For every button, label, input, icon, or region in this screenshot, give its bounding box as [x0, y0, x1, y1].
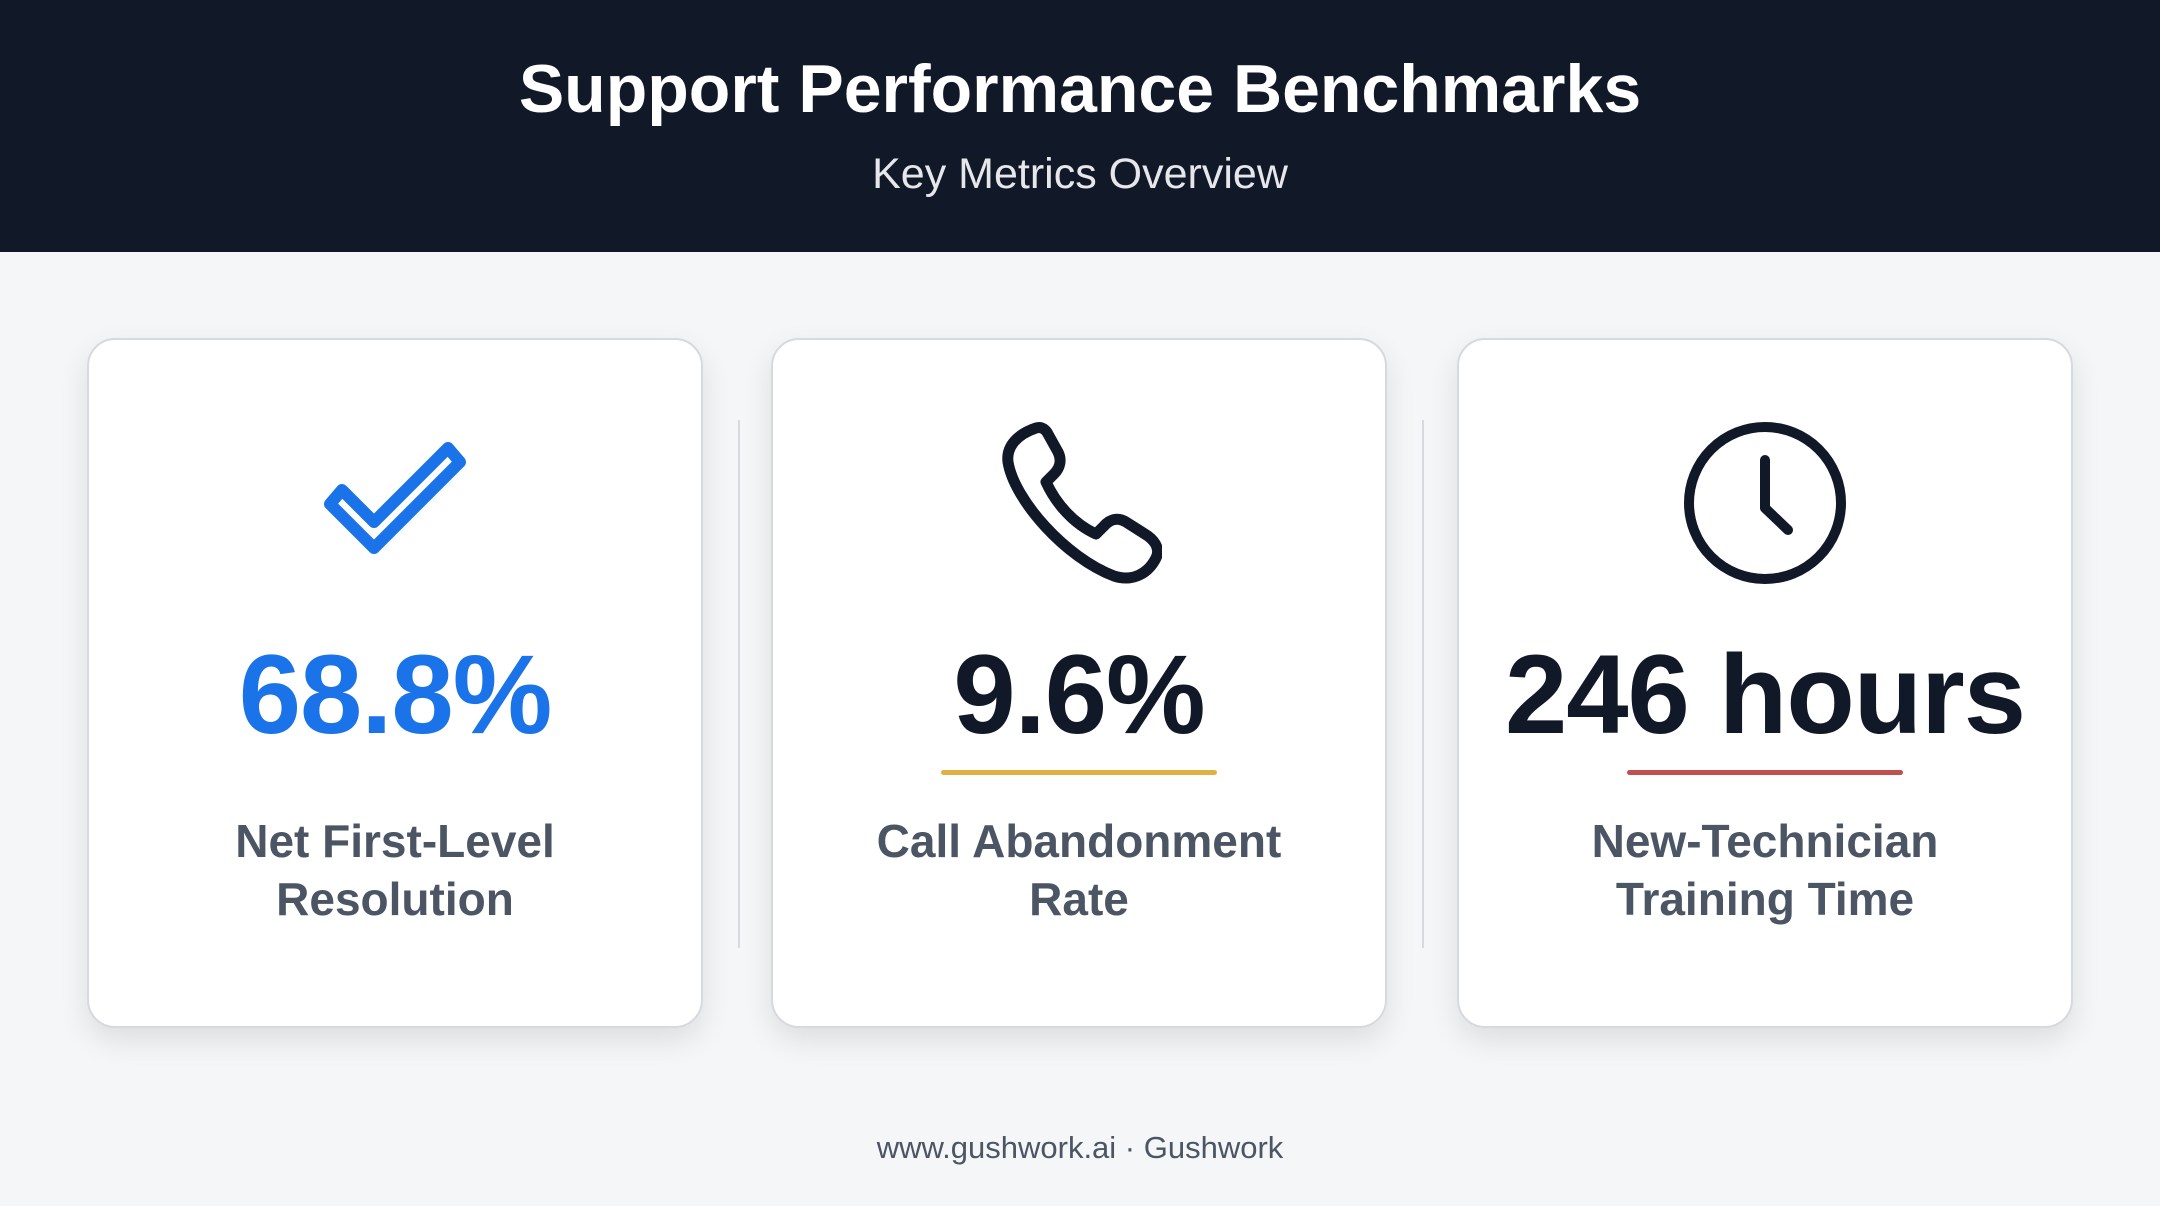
metric-value: 9.6%	[953, 632, 1205, 757]
metric-label: Net First-Level Resolution	[235, 815, 555, 925]
header: Support Performance Benchmarks Key Metri…	[0, 0, 2160, 252]
divider	[738, 420, 740, 948]
metric-card: 246 hours New-Technician Training Time	[1457, 338, 2073, 1028]
icon	[1684, 422, 1846, 584]
subtitle: Key Metrics Overview	[872, 150, 1288, 198]
accent-line	[941, 770, 1217, 775]
icon	[1002, 422, 1162, 584]
title: Support Performance Benchmarks	[518, 51, 1642, 127]
metric-value: 68.8%	[238, 632, 553, 757]
icon	[324, 442, 466, 554]
metric-label: Call Abandonment Rate	[876, 815, 1282, 925]
accent-line	[1627, 770, 1903, 775]
divider	[1422, 420, 1424, 948]
metric-card: 68.8% Net First-Level Resolution	[87, 338, 703, 1028]
footer: www.gushwork.ai · Gushwork	[876, 1130, 1284, 1165]
metric-value: 246 hours	[1504, 632, 2026, 757]
metric-card: 9.6% Call Abandonment Rate	[771, 338, 1387, 1028]
metric-label: New-Technician Training Time	[1591, 815, 1939, 925]
